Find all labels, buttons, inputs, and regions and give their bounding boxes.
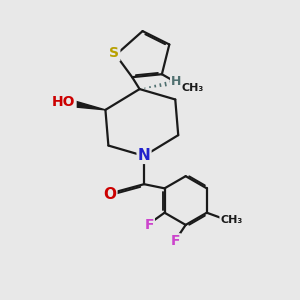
Text: HO: HO [52, 95, 76, 109]
Polygon shape [74, 101, 105, 110]
Text: F: F [144, 218, 154, 232]
Text: F: F [170, 234, 180, 248]
Text: N: N [138, 148, 150, 163]
Text: S: S [109, 46, 119, 60]
Text: CH₃: CH₃ [220, 214, 243, 224]
Text: H: H [171, 75, 181, 88]
Text: O: O [103, 187, 116, 202]
Text: CH₃: CH₃ [182, 83, 204, 94]
